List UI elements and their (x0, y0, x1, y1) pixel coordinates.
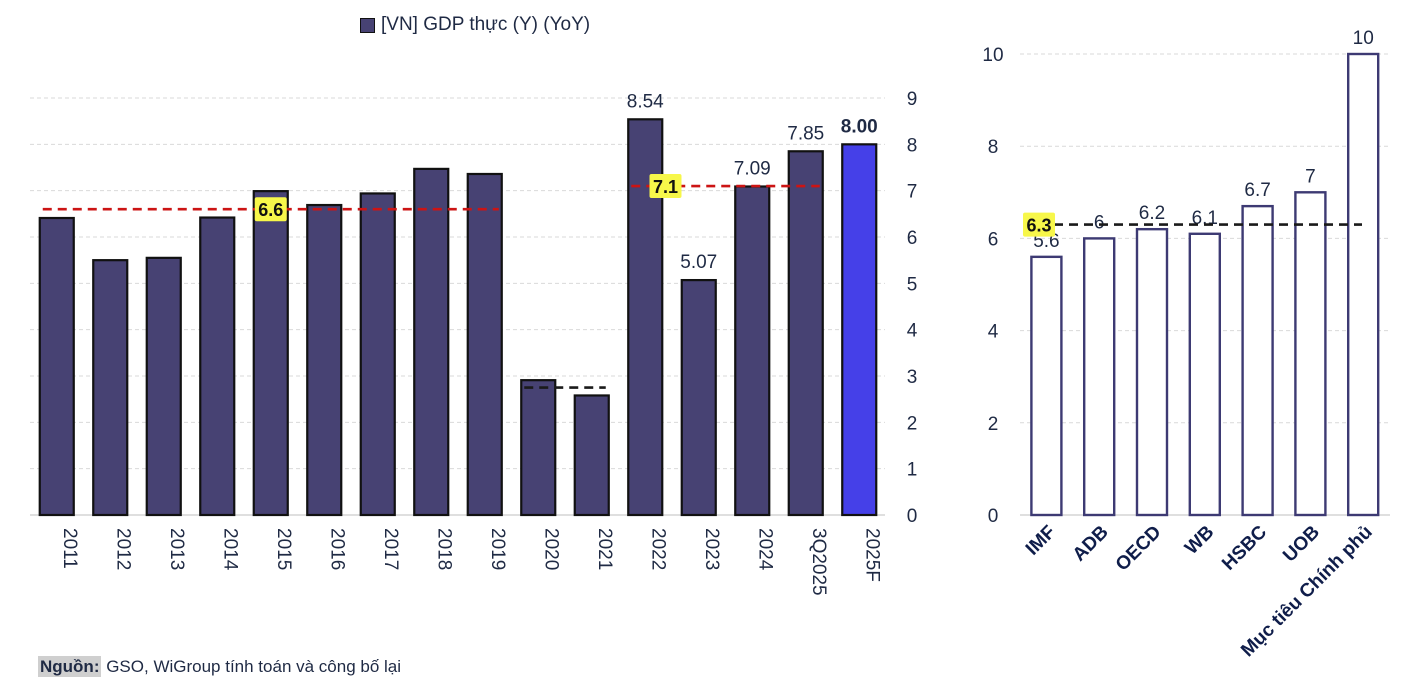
y-tick-label: 3 (907, 367, 918, 388)
bar (413, 167, 450, 517)
x-tick-label: 2013 (166, 528, 187, 570)
reference-label-box (649, 174, 682, 199)
source-label: Nguồn: (38, 656, 102, 677)
data-label: 7.09 (734, 158, 771, 179)
bar (520, 379, 557, 517)
data-label: 8.54 (627, 91, 664, 112)
bar (573, 394, 610, 517)
bar (252, 190, 289, 517)
bar (359, 192, 396, 517)
bar (1346, 52, 1380, 517)
x-tick-label: ADB (1069, 522, 1113, 566)
y-tick-label: 6 (988, 229, 999, 250)
x-tick-label: OECD (1112, 522, 1166, 576)
x-tick-label: IMF (1022, 522, 1060, 560)
x-tick-label: 2017 (380, 528, 401, 570)
x-tick-label: 2014 (219, 528, 240, 571)
bar (199, 216, 236, 517)
bar (841, 143, 878, 517)
x-tick-label: 2021 (594, 528, 615, 570)
bar (1030, 255, 1063, 517)
data-label: 7.85 (787, 123, 824, 144)
x-tick-label: 2025F (861, 528, 882, 582)
x-tick-label: 2018 (433, 528, 454, 570)
gdp-history-chart: 0 1 2 3 4 5 6 7 8 9 2011 2012 2013 2014 2015 2016 2017 20… (30, 89, 918, 596)
x-tick-label: 2023 (701, 528, 722, 570)
y-tick-label: 9 (907, 89, 918, 110)
x-tick-label: 2024 (754, 528, 775, 571)
y-tick-label: 5 (907, 274, 918, 295)
y-tick-label: 4 (907, 321, 918, 342)
data-label: 6.7 (1244, 180, 1270, 201)
bar (1135, 227, 1169, 517)
y-tick-label: 1 (907, 460, 918, 481)
x-tick-label: 2019 (487, 528, 508, 570)
y-tick-label: 8 (988, 137, 999, 158)
y-tick-label: 0 (988, 506, 999, 527)
x-tick-label: 2012 (112, 528, 133, 570)
x-tick-label: 2020 (540, 528, 561, 570)
x-tick-label: 2011 (59, 528, 80, 569)
bar (1294, 191, 1327, 517)
y-tick-label: 2 (907, 413, 918, 434)
bar (1241, 204, 1274, 517)
data-label: 7 (1305, 166, 1316, 187)
bar (1082, 237, 1116, 517)
data-label: 10 (1353, 28, 1374, 49)
data-label: 8.00 (841, 116, 878, 137)
reference-label: 7.1 (653, 177, 678, 197)
x-tick-label: 2016 (326, 528, 347, 570)
bar (306, 203, 343, 517)
gdp-forecast-chart: 02468105.666.26.16.7710IMFADBOECDWBHSBCU… (982, 28, 1390, 661)
chart-legend: [VN] GDP thực (Y) (YoY) (360, 14, 590, 36)
legend-swatch (360, 17, 375, 33)
x-tick-label: UOB (1279, 522, 1324, 567)
reference-label-box (1023, 212, 1055, 237)
y-tick-label: 6 (907, 228, 918, 249)
bar (787, 150, 824, 517)
data-label: 5.07 (680, 252, 717, 273)
reference-label-box (254, 197, 287, 222)
reference-label: 6.6 (258, 200, 283, 220)
bar (466, 172, 503, 517)
x-tick-label: 2015 (273, 528, 294, 570)
source-text: GSO, WiGroup tính toán và công bố lại (101, 657, 402, 676)
bar (38, 216, 75, 517)
bar (734, 185, 771, 517)
x-tick-label: WB (1181, 522, 1218, 559)
y-tick-label: 8 (907, 135, 918, 156)
source-note: Nguồn: GSO, WiGroup tính toán và công bố… (38, 656, 402, 677)
bar (680, 278, 717, 517)
bar (145, 256, 182, 517)
x-tick-label: 2022 (647, 528, 668, 570)
y-tick-label: 4 (988, 322, 999, 343)
x-tick-label: 3Q2025 (808, 528, 829, 596)
y-tick-label: 0 (907, 506, 918, 527)
y-tick-label: 10 (982, 45, 1003, 66)
bar (92, 259, 129, 517)
y-tick-label: 7 (907, 182, 918, 203)
x-tick-label: HSBC (1218, 521, 1271, 574)
legend-label: [VN] GDP thực (Y) (YoY) (381, 14, 591, 35)
reference-label: 6.3 (1026, 216, 1051, 236)
y-tick-label: 2 (988, 414, 999, 435)
bar (1188, 232, 1222, 517)
